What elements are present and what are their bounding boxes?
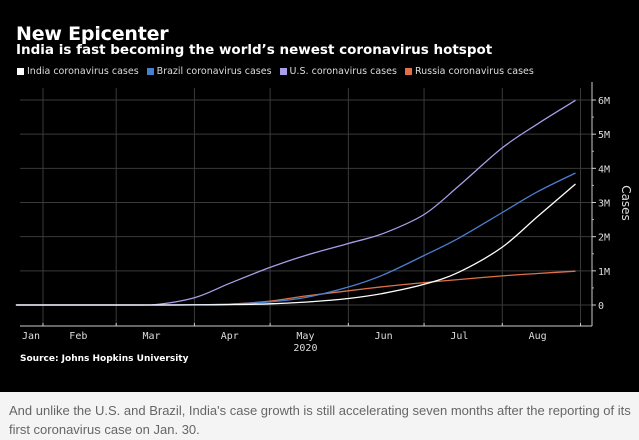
plot-area: 0 1M 2M 3M 4M 5M 6M Jan Feb Mar Apr May Jun Jul Aug 202… bbox=[15, 82, 633, 354]
source-note: Source: Johns Hopkins University bbox=[20, 354, 189, 364]
x-tick-label: Aug bbox=[529, 331, 547, 342]
legend-item: U.S. coronavirus cases bbox=[279, 66, 397, 77]
y-tick-label: 3M bbox=[598, 199, 610, 210]
legend-label: U.S. coronavirus cases bbox=[289, 66, 397, 77]
y-axis-title: Cases bbox=[619, 185, 633, 221]
legend: India coronavirus cases Brazil coronaviru… bbox=[17, 66, 534, 77]
chart-panel: New Epicenter India is fast becoming the… bbox=[0, 0, 639, 392]
legend-item: Brazil coronavirus cases bbox=[146, 66, 272, 77]
y-tick-label: 1M bbox=[598, 267, 610, 278]
x-tick-label: Mar bbox=[142, 331, 160, 342]
series-line-india bbox=[15, 183, 576, 306]
legend-swatch bbox=[279, 68, 287, 75]
y-tick-label: 0 bbox=[598, 301, 604, 312]
y-tick-label: 6M bbox=[598, 96, 610, 107]
x-tick-label: Apr bbox=[221, 331, 239, 342]
legend-label: Russia coronavirus cases bbox=[414, 66, 534, 77]
legend-item: India coronavirus cases bbox=[17, 66, 139, 77]
y-tick-label: 2M bbox=[598, 233, 610, 244]
legend-swatch bbox=[146, 68, 154, 75]
legend-label: Brazil coronavirus cases bbox=[156, 66, 272, 77]
chart-subtitle: India is fast becoming the world’s newes… bbox=[16, 42, 493, 58]
legend-item: Russia coronavirus cases bbox=[404, 66, 534, 77]
series-line-russia bbox=[15, 270, 576, 306]
article-caption: And unlike the U.S. and Brazil, India's … bbox=[9, 403, 631, 437]
y-tick-label: 4M bbox=[598, 164, 610, 175]
legend-swatch bbox=[404, 68, 412, 75]
y-tick-label: 5M bbox=[598, 130, 610, 141]
legend-swatch bbox=[17, 68, 24, 75]
x-tick-label: Jan bbox=[22, 331, 40, 342]
x-tick-label: Feb bbox=[69, 331, 87, 342]
chart-title: New Epicenter bbox=[16, 23, 169, 45]
x-tick-label: Jul bbox=[450, 331, 468, 342]
x-tick-label: Jun bbox=[375, 331, 393, 342]
legend-label: India coronavirus cases bbox=[27, 66, 139, 77]
series-line-brazil bbox=[15, 172, 576, 306]
x-year-label: 2020 bbox=[293, 343, 317, 354]
x-tick-label: May bbox=[296, 331, 314, 342]
